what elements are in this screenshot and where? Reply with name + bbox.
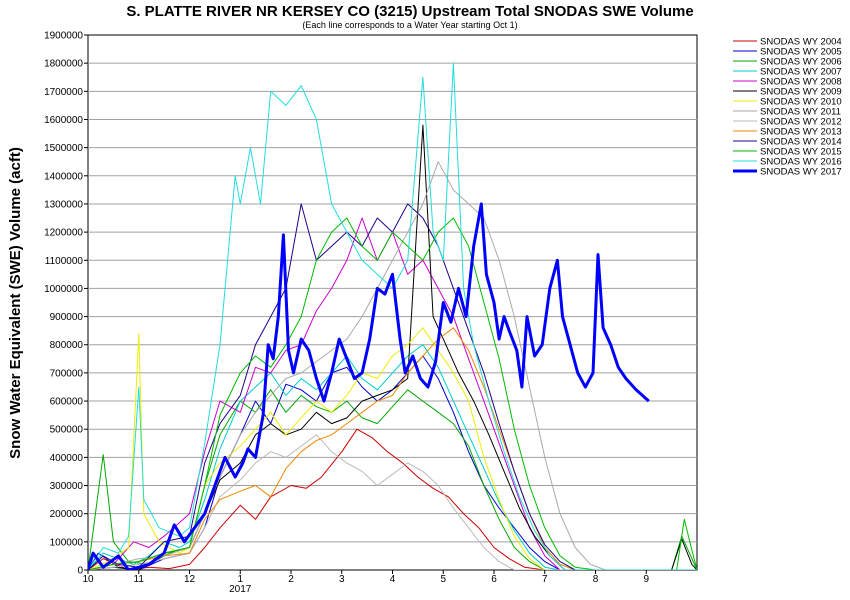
y-tick-label: 100000 (50, 537, 84, 548)
y-tick-label: 300000 (50, 481, 84, 492)
legend-label: SNODAS WY 2008 (760, 77, 842, 88)
y-tick-label: 800000 (50, 340, 84, 351)
y-tick-label: 1500000 (44, 143, 83, 154)
y-tick-label: 0 (77, 566, 83, 577)
legend-label: SNODAS WY 2013 (760, 127, 842, 138)
legend-label: SNODAS WY 2010 (760, 97, 842, 108)
x-tick-label: 5 (440, 574, 446, 585)
x-tick-label: 1 (237, 574, 243, 585)
legend-label: SNODAS WY 2011 (760, 107, 841, 118)
y-tick-label: 1200000 (44, 228, 83, 239)
plot-frame (87, 34, 698, 571)
series-line-snodas-wy-2014 (88, 203, 697, 570)
y-tick-label: 600000 (50, 397, 84, 408)
x-tick-label: 8 (593, 574, 599, 585)
legend-label: SNODAS WY 2006 (760, 57, 842, 68)
y-axis: 0 100000 200000 300000 400000 500000 600000 700… (44, 31, 88, 577)
y-tick-label: 500000 (50, 425, 84, 436)
series-line-snodas-wy-2015 (88, 217, 697, 570)
x-tick-label: 9 (643, 574, 649, 585)
x-tick-label: 11 (134, 574, 145, 585)
chart-title: S. PLATTE RIVER NR KERSEY CO (3215) Upst… (126, 3, 693, 20)
y-tick-label: 1000000 (44, 284, 83, 295)
y-tick-label: 1400000 (44, 171, 83, 182)
legend-label: SNODAS WY 2016 (760, 157, 842, 168)
legend-label: SNODAS WY 2004 (760, 37, 842, 48)
x-tick-label: 10 (82, 574, 94, 585)
series-line-snodas-wy-2016 (88, 62, 697, 570)
y-tick-label: 700000 (50, 368, 84, 379)
plot-area (87, 34, 698, 571)
legend-label: SNODAS WY 2014 (760, 137, 842, 148)
x-tick-label: 2 (288, 574, 294, 585)
series-line-snodas-wy-2004 (88, 428, 697, 570)
chart-subtitle: (Each line corresponds to a Water Year s… (302, 20, 517, 30)
y-axis-label: Snow Water Equivalent (SWE) Volume (acft… (7, 147, 24, 459)
legend-label: SNODAS WY 2007 (760, 67, 842, 78)
series-line-snodas-wy-2008 (88, 217, 697, 570)
legend-label: SNODAS WY 2005 (760, 47, 842, 58)
series-layer (88, 62, 697, 570)
y-tick-label: 1900000 (44, 31, 83, 42)
x-tick-label: 3 (339, 574, 345, 585)
series-line-snodas-wy-2017 (88, 202, 650, 570)
y-tick-label: 1100000 (45, 256, 84, 267)
legend-label: SNODAS WY 2017 (760, 167, 842, 178)
series-line-snodas-wy-2012 (88, 434, 697, 570)
y-tick-label: 900000 (50, 312, 84, 323)
y-tick-label: 200000 (50, 509, 84, 520)
legend-label: SNODAS WY 2009 (760, 87, 842, 98)
y-tick-label: 400000 (50, 453, 84, 464)
x-tick-label: 4 (390, 574, 396, 585)
y-tick-label: 1300000 (44, 199, 83, 210)
x-axis: 10 11 12 1 2 3 4 5 6 7 8 9 (82, 570, 649, 585)
x-axis-year-label: 2017 (229, 584, 252, 595)
legend-label: SNODAS WY 2015 (760, 147, 842, 158)
x-tick-label: 7 (542, 574, 548, 585)
x-tick-label: 6 (491, 574, 497, 585)
x-tick-label: 12 (184, 574, 196, 585)
y-tick-label: 1800000 (44, 59, 83, 70)
y-tick-label: 1600000 (44, 115, 83, 126)
legend-label: SNODAS WY 2012 (760, 117, 842, 128)
y-tick-label: 1700000 (44, 87, 83, 98)
